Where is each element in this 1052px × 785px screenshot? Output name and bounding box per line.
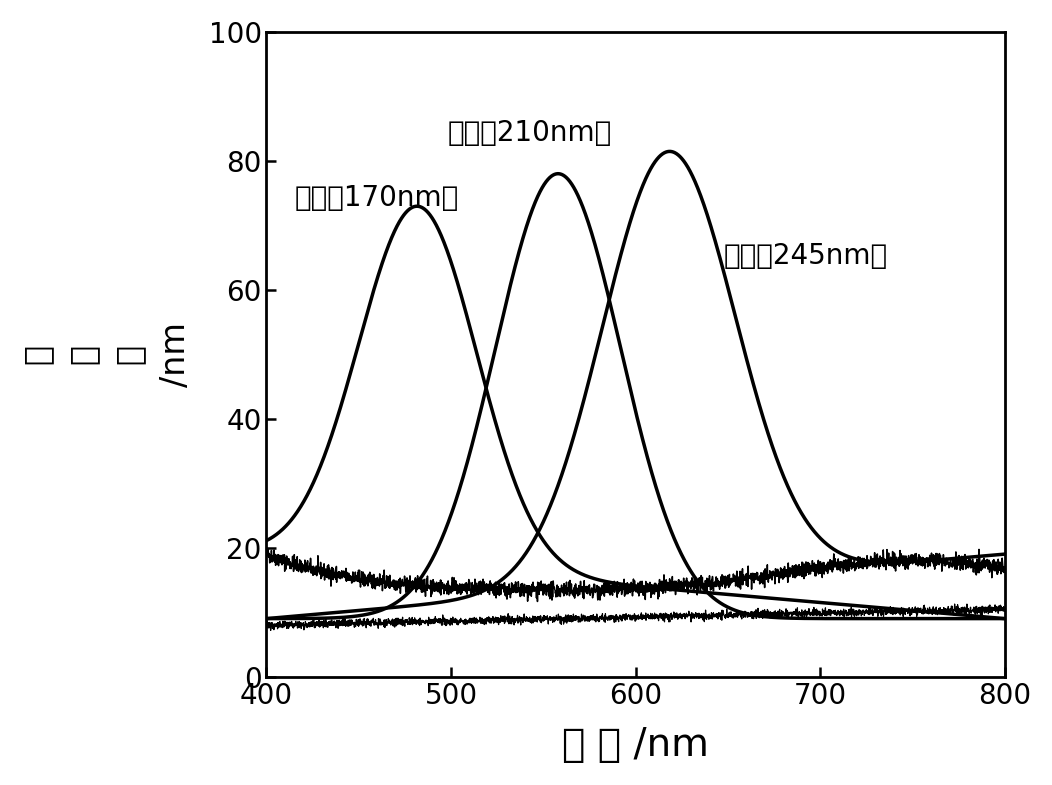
Text: 内核（245nm）: 内核（245nm） xyxy=(724,242,888,270)
Y-axis label: 反
射
率
/nm: 反 射 率 /nm xyxy=(21,322,191,387)
Text: 内核（170nm）: 内核（170nm） xyxy=(295,184,459,212)
X-axis label: 波 长 /nm: 波 长 /nm xyxy=(562,726,709,764)
Text: 内核（210nm）: 内核（210nm） xyxy=(447,119,611,148)
